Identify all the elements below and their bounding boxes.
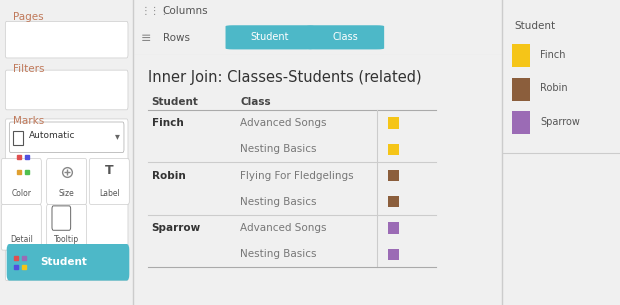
FancyBboxPatch shape bbox=[6, 21, 128, 58]
Text: Size: Size bbox=[59, 189, 74, 198]
Text: Robin: Robin bbox=[540, 84, 567, 93]
Bar bbox=[388, 249, 399, 260]
FancyBboxPatch shape bbox=[307, 25, 384, 49]
Text: Finch: Finch bbox=[152, 118, 184, 128]
Text: Nesting Basics: Nesting Basics bbox=[241, 249, 317, 259]
Text: Tooltip: Tooltip bbox=[54, 235, 79, 244]
Text: Robin: Robin bbox=[152, 170, 185, 181]
Text: ▾: ▾ bbox=[115, 131, 120, 141]
Text: Color: Color bbox=[11, 189, 32, 198]
Text: Student: Student bbox=[250, 32, 289, 42]
Text: ⋮⋮⋮: ⋮⋮⋮ bbox=[141, 6, 170, 16]
Text: Advanced Songs: Advanced Songs bbox=[241, 118, 327, 128]
Bar bbox=[388, 222, 399, 234]
Text: Marks: Marks bbox=[14, 116, 45, 126]
Text: Filters: Filters bbox=[14, 64, 45, 74]
Text: Finch: Finch bbox=[540, 50, 565, 60]
Text: Flying For Fledgelings: Flying For Fledgelings bbox=[241, 170, 354, 181]
FancyBboxPatch shape bbox=[7, 244, 130, 281]
Text: Class: Class bbox=[332, 32, 358, 42]
Text: T: T bbox=[105, 164, 113, 177]
Text: Advanced Songs: Advanced Songs bbox=[241, 223, 327, 233]
Bar bbox=[388, 117, 399, 129]
Text: Columns: Columns bbox=[163, 6, 208, 16]
Text: Student: Student bbox=[514, 21, 555, 31]
Text: Rows: Rows bbox=[163, 34, 190, 43]
FancyBboxPatch shape bbox=[1, 204, 42, 250]
FancyBboxPatch shape bbox=[226, 25, 314, 49]
Text: Class: Class bbox=[241, 97, 271, 107]
Text: Automatic: Automatic bbox=[29, 131, 76, 140]
FancyBboxPatch shape bbox=[46, 204, 87, 250]
Bar bbox=[512, 78, 531, 101]
Bar bbox=[512, 44, 531, 67]
Text: Nesting Basics: Nesting Basics bbox=[241, 144, 317, 154]
FancyBboxPatch shape bbox=[6, 70, 128, 110]
FancyBboxPatch shape bbox=[9, 122, 124, 152]
Text: Student: Student bbox=[152, 97, 198, 107]
Bar bbox=[388, 170, 399, 181]
Text: Label: Label bbox=[99, 189, 120, 198]
Text: Student: Student bbox=[40, 257, 87, 267]
Bar bbox=[388, 196, 399, 207]
Text: Inner Join: Classes-Students (related): Inner Join: Classes-Students (related) bbox=[148, 70, 422, 85]
FancyBboxPatch shape bbox=[46, 159, 87, 204]
Text: Sparrow: Sparrow bbox=[540, 117, 580, 127]
Bar bbox=[388, 144, 399, 155]
Bar bbox=[14, 131, 23, 145]
Text: Nesting Basics: Nesting Basics bbox=[241, 197, 317, 207]
FancyBboxPatch shape bbox=[89, 159, 130, 204]
Text: Pages: Pages bbox=[14, 12, 44, 22]
Text: Detail: Detail bbox=[10, 235, 33, 244]
FancyBboxPatch shape bbox=[6, 119, 128, 281]
Text: Sparrow: Sparrow bbox=[152, 223, 201, 233]
Text: ≡: ≡ bbox=[141, 32, 151, 45]
FancyBboxPatch shape bbox=[1, 159, 42, 204]
Bar bbox=[512, 111, 531, 134]
